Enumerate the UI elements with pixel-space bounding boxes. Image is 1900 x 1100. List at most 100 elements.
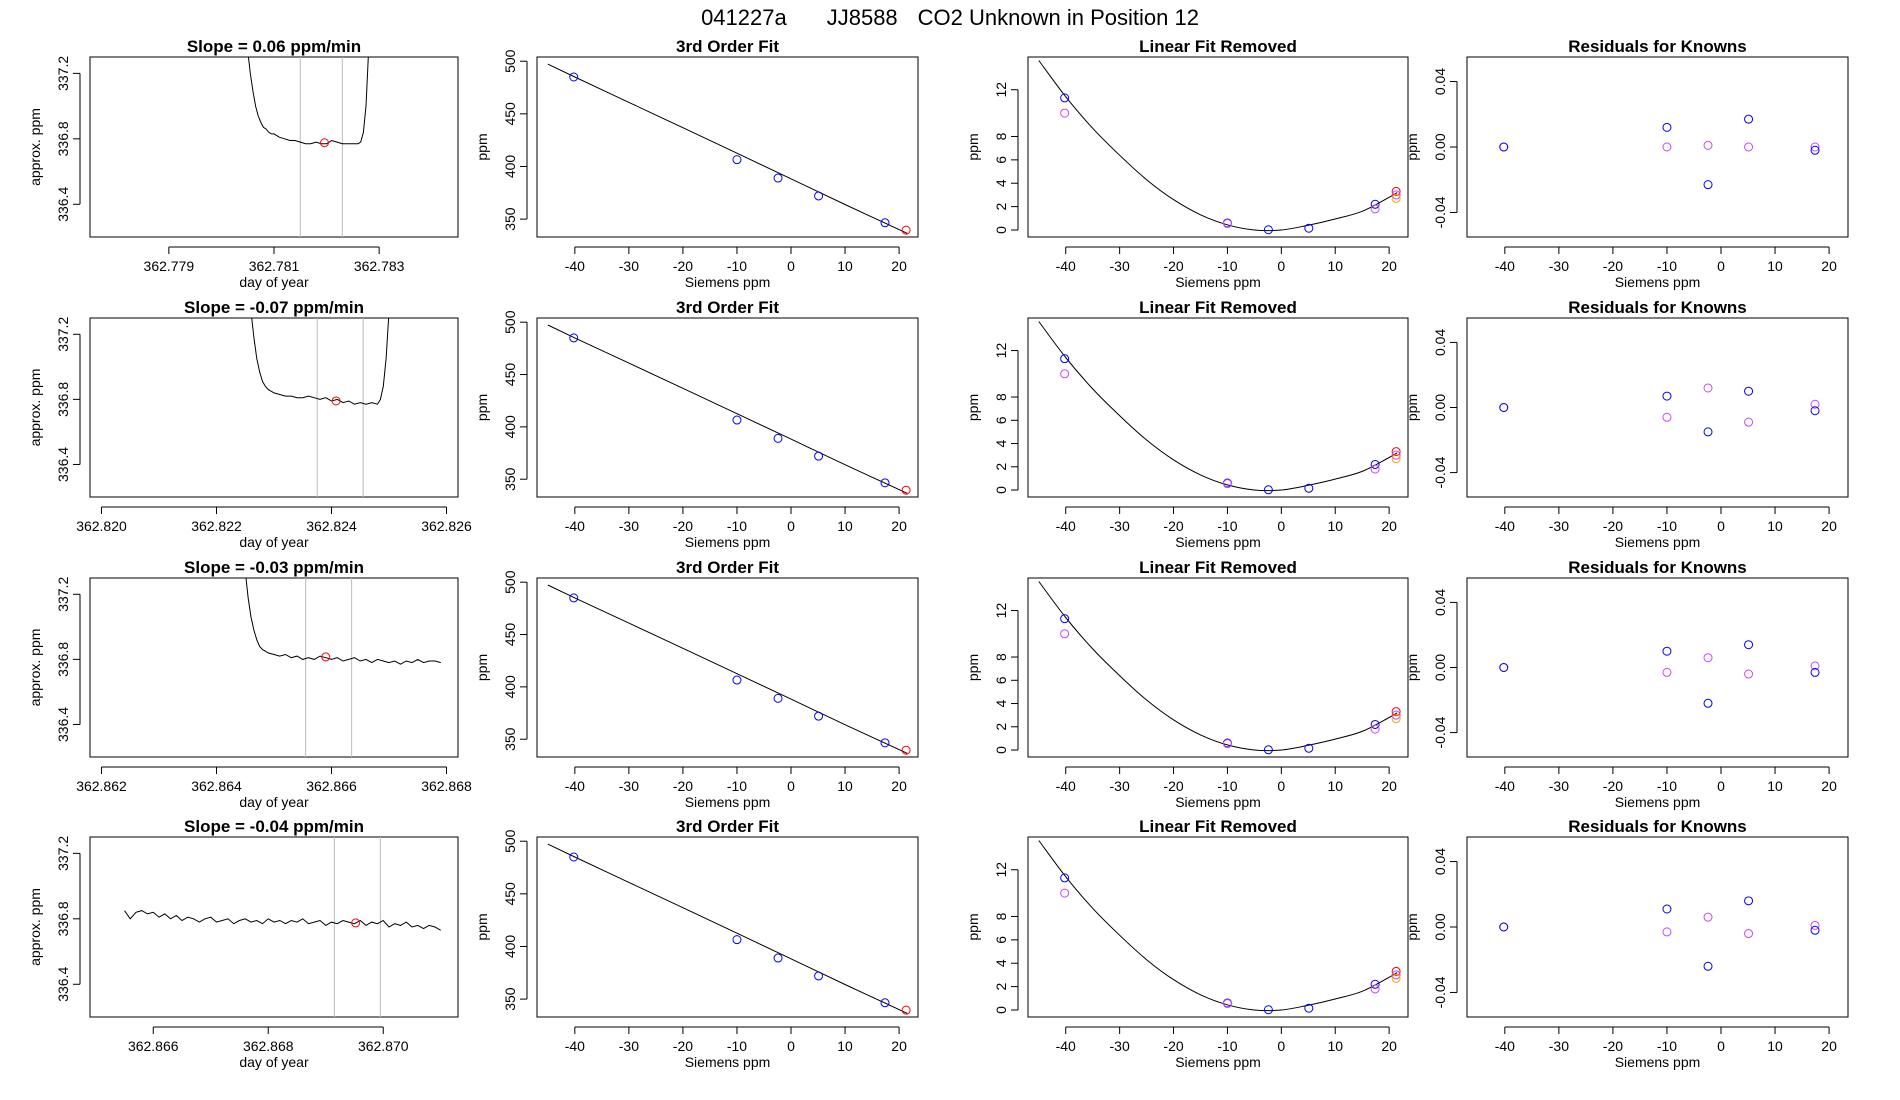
x-tick-label: -20: [673, 518, 693, 534]
x-tick-label: -40: [565, 258, 585, 274]
data-point-known: [1744, 386, 1754, 396]
y-tick-label: 6: [993, 676, 1009, 684]
x-tick-label: 10: [1767, 518, 1783, 534]
x-tick-label: -30: [619, 518, 639, 534]
y-tick-label: -0.04: [1432, 196, 1448, 228]
x-tick-label: -40: [1495, 518, 1515, 534]
data-point-known: [569, 593, 579, 603]
y-tick-label: 0.04: [1432, 68, 1448, 95]
x-tick-label: 362.864: [191, 778, 242, 794]
y-axis-label: approx. ppm: [27, 108, 43, 186]
x-tick-label: 20: [891, 778, 907, 794]
y-tick-label: 500: [502, 829, 518, 853]
x-tick-label: 20: [891, 258, 907, 274]
data-point-known: [880, 738, 890, 748]
data-point-repeat: [1810, 399, 1820, 409]
plot-title: Linear Fit Removed: [1139, 558, 1297, 577]
y-tick-label: 0.00: [1432, 133, 1448, 160]
x-axis-label: Siemens ppm: [685, 1054, 771, 1070]
data-point-repeat: [1810, 142, 1820, 152]
data-point-known: [1703, 961, 1713, 971]
plot-title: Slope = -0.03 ppm/min: [184, 558, 364, 577]
x-tick-label: 362.866: [128, 1038, 179, 1054]
fit-curve: [1038, 60, 1398, 232]
x-tick-label: 0: [1717, 778, 1725, 794]
y-tick-label: 336.4: [55, 707, 71, 742]
x-tick-label: -20: [1603, 258, 1623, 274]
y-tick-label: -0.04: [1432, 976, 1448, 1008]
x-tick-label: 0: [1277, 1038, 1285, 1054]
x-axis-label: day of year: [239, 534, 309, 550]
data-point-alt: [1391, 714, 1401, 724]
data-point-known: [732, 155, 742, 165]
x-tick-label: -20: [673, 258, 693, 274]
plot-title: Slope = 0.06 ppm/min: [187, 37, 361, 56]
data-point-unknown: [1391, 707, 1401, 717]
y-axis-label: approx. ppm: [27, 369, 43, 447]
plot-area: [547, 584, 911, 755]
y-tick-label: 400: [502, 155, 518, 179]
data-point-known: [1370, 979, 1380, 989]
y-tick-label: 6: [993, 936, 1009, 944]
plot-title: Residuals for Knowns: [1568, 558, 1747, 577]
y-axis-label: approx. ppm: [27, 888, 43, 966]
x-tick-label: 20: [1821, 258, 1837, 274]
x-tick-label: 10: [1327, 518, 1343, 534]
data-point-known: [1370, 719, 1380, 729]
x-tick-label: -40: [1495, 778, 1515, 794]
data-point-unknown: [901, 745, 911, 755]
x-tick-label: -10: [727, 778, 747, 794]
fit-curve: [1038, 321, 1398, 492]
x-tick-label: 10: [1767, 258, 1783, 274]
data-point-known: [1304, 223, 1314, 233]
plot-title: Linear Fit Removed: [1139, 37, 1297, 56]
data-point-alt: [1391, 973, 1401, 983]
data-point-known: [1060, 354, 1070, 364]
y-tick-label: 350: [502, 727, 518, 751]
data-point-repeat: [1744, 929, 1754, 939]
data-point-repeat: [1810, 661, 1820, 671]
fit-curve: [547, 63, 908, 234]
y-tick-label: 12: [993, 343, 1009, 359]
plot-area: [245, 578, 441, 757]
data-point-known: [880, 478, 890, 488]
y-axis-label: ppm: [474, 654, 490, 681]
x-tick-label: 362.779: [144, 258, 195, 274]
x-tick-label: -40: [1495, 258, 1515, 274]
data-point-repeat: [1744, 669, 1754, 679]
x-tick-label: 0: [1717, 1038, 1725, 1054]
mean-marker: [321, 652, 331, 662]
x-tick-label: 362.868: [243, 1038, 294, 1054]
data-point-known: [1499, 142, 1509, 152]
plot-area: [1499, 383, 1820, 437]
y-tick-label: 0.00: [1432, 394, 1448, 421]
y-tick-label: 500: [502, 570, 518, 594]
plot-area: [1499, 640, 1820, 708]
x-tick-label: 10: [1767, 778, 1783, 794]
y-tick-label: 337.2: [55, 56, 71, 91]
data-point-known: [1744, 896, 1754, 906]
y-tick-label: 450: [502, 882, 518, 906]
x-tick-label: -10: [1217, 1038, 1237, 1054]
data-point-repeat: [1662, 667, 1672, 677]
x-tick-label: -40: [565, 518, 585, 534]
x-tick-label: -30: [1110, 1038, 1130, 1054]
y-tick-label: -0.04: [1432, 716, 1448, 748]
x-tick-label: -40: [1056, 518, 1076, 534]
data-point-known: [1662, 122, 1672, 132]
y-tick-label: 4: [993, 179, 1009, 187]
x-tick-label: 362.862: [76, 778, 127, 794]
x-tick-label: 20: [1381, 778, 1397, 794]
x-tick-label: 362.870: [358, 1038, 409, 1054]
y-tick-label: 336.4: [55, 967, 71, 1002]
x-tick-label: 0: [1277, 518, 1285, 534]
data-point-known: [732, 675, 742, 685]
y-axis-label: ppm: [474, 394, 490, 421]
data-point-known: [773, 953, 783, 963]
plot-frame: [536, 836, 919, 1018]
y-tick-label: 0.04: [1432, 848, 1448, 875]
data-point-known: [1810, 667, 1820, 677]
run-id: 041227a: [701, 5, 787, 30]
data-point-known: [880, 998, 890, 1008]
x-tick-label: -10: [1217, 518, 1237, 534]
